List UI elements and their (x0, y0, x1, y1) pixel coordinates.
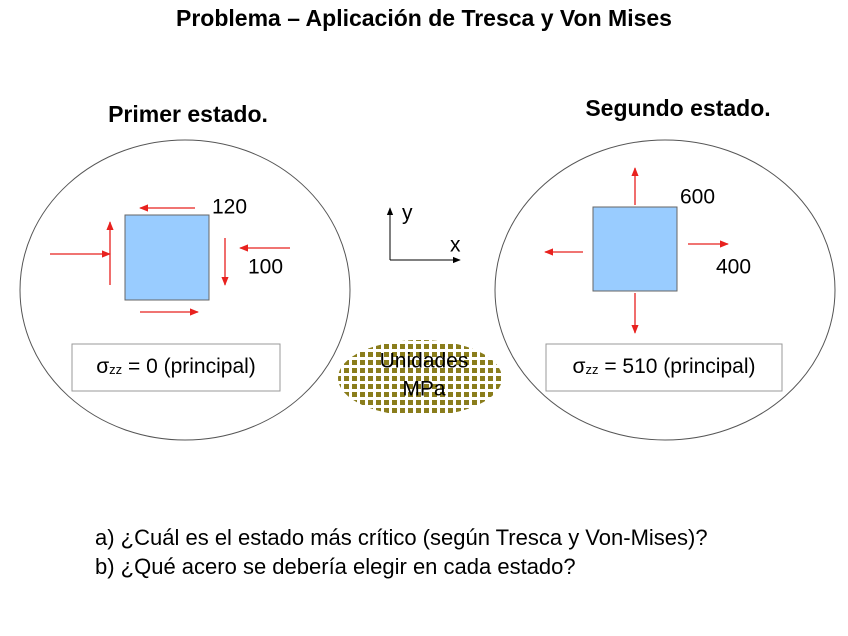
sigma-value: = 0 (principal) (122, 355, 256, 378)
units-text: MPa (402, 378, 446, 401)
units-text: Unidades (380, 350, 469, 373)
element (592, 206, 678, 292)
element (124, 214, 210, 301)
state-ellipse (19, 139, 351, 441)
state-title: Segundo estado. (585, 95, 770, 121)
stress-arrows (50, 204, 290, 316)
sigma-box (545, 343, 783, 392)
state-ellipse (494, 139, 836, 441)
sigma-box (71, 343, 281, 392)
sigma: σ (573, 355, 586, 378)
subscript: zz (585, 362, 598, 377)
question: b) ¿Qué acero se debería elegir en cada … (95, 554, 576, 579)
stress-label: 100 (248, 256, 283, 279)
state-title: Primer estado. (108, 101, 268, 127)
stress-label: 400 (716, 256, 751, 279)
stress-label: 120 (212, 196, 247, 219)
axis-label: x (450, 234, 461, 257)
stress-label: 600 (680, 186, 715, 209)
sigma-text: σzz = 510 (principal) (573, 355, 756, 378)
question: a) ¿Cuál es el estado más crítico (según… (95, 525, 708, 550)
sigma: σ (96, 355, 109, 378)
stress-arrows (544, 167, 729, 334)
sigma-value: = 510 (principal) (598, 355, 755, 378)
subscript: zz (109, 362, 122, 377)
title: Problema – Aplicación de Tresca y Von Mi… (176, 5, 672, 31)
axis-label: y (402, 202, 413, 225)
units-blob (338, 340, 502, 416)
sigma-text: σzz = 0 (principal) (96, 355, 256, 378)
